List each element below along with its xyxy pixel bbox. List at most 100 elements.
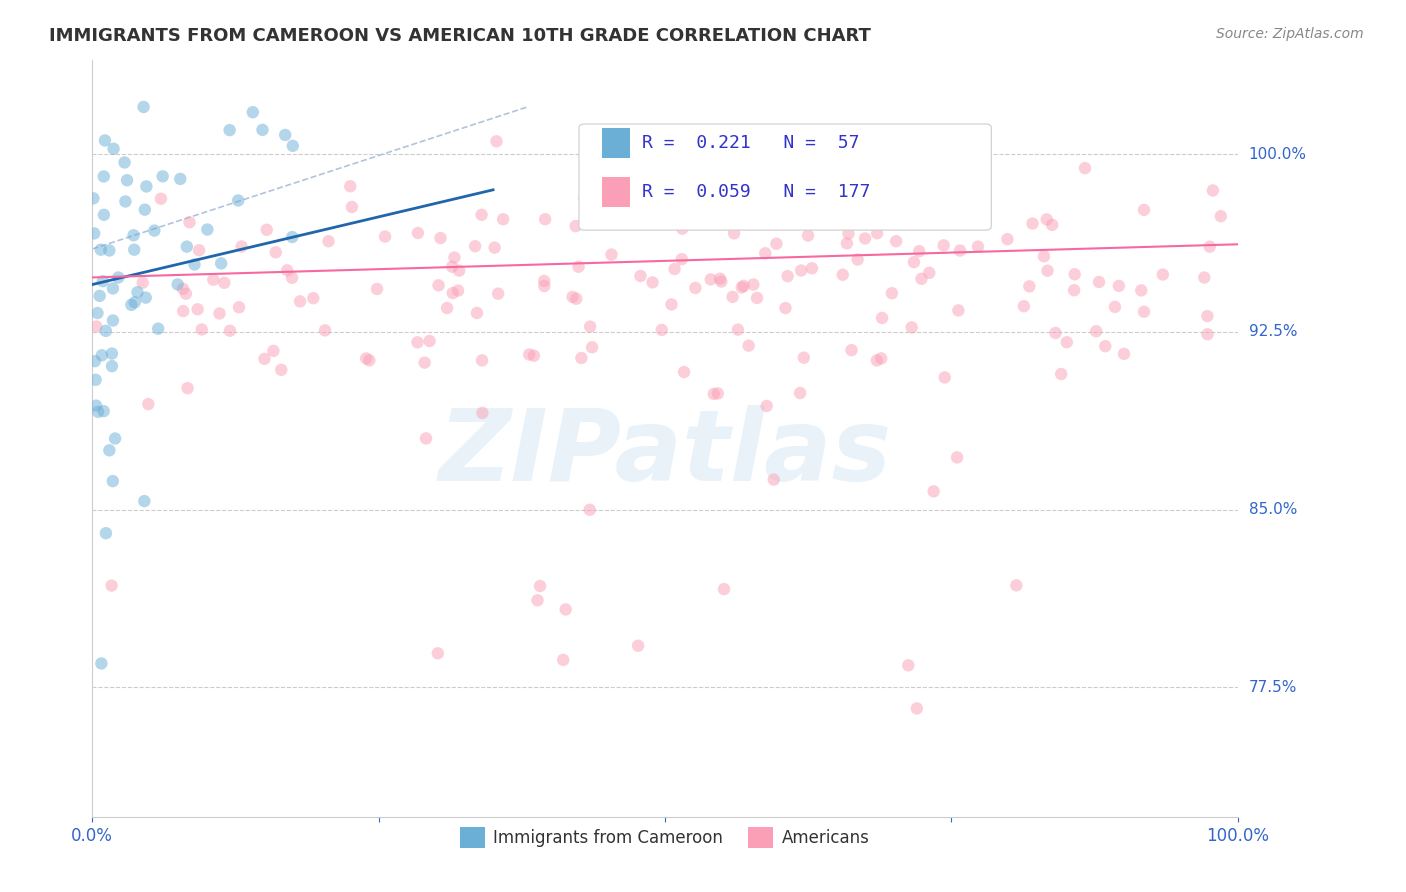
Point bbox=[661, 297, 683, 311]
Point bbox=[1040, 218, 1063, 232]
Point bbox=[471, 406, 494, 420]
Point bbox=[1198, 240, 1220, 254]
Point bbox=[866, 353, 889, 368]
Point bbox=[107, 270, 129, 285]
Point bbox=[1152, 268, 1174, 282]
Point bbox=[84, 399, 107, 413]
Point bbox=[579, 319, 602, 334]
Point bbox=[89, 289, 111, 303]
Point bbox=[172, 304, 194, 318]
Point bbox=[765, 236, 787, 251]
Point bbox=[754, 246, 776, 260]
Point bbox=[534, 212, 557, 227]
Point bbox=[90, 348, 112, 362]
Point bbox=[354, 351, 377, 366]
Point bbox=[934, 370, 956, 384]
Point bbox=[208, 306, 231, 320]
Point bbox=[523, 349, 546, 363]
Point bbox=[664, 262, 686, 277]
Point bbox=[1130, 284, 1153, 298]
Point bbox=[94, 133, 117, 147]
Point bbox=[800, 261, 823, 276]
Point bbox=[949, 244, 972, 258]
Point bbox=[835, 178, 858, 193]
Point bbox=[517, 347, 540, 361]
Text: 92.5%: 92.5% bbox=[1249, 325, 1298, 340]
Point bbox=[124, 295, 146, 310]
Point bbox=[1012, 299, 1035, 313]
Point bbox=[101, 281, 124, 295]
Point bbox=[252, 123, 274, 137]
Point bbox=[202, 273, 225, 287]
Point bbox=[465, 306, 488, 320]
Point bbox=[592, 216, 614, 230]
Point bbox=[651, 323, 673, 337]
Point bbox=[148, 321, 170, 335]
Point bbox=[1112, 347, 1135, 361]
Point bbox=[176, 381, 198, 395]
Point bbox=[231, 239, 253, 253]
Point bbox=[93, 169, 115, 184]
Point bbox=[179, 215, 201, 229]
Point bbox=[441, 286, 464, 301]
Point bbox=[176, 239, 198, 253]
Point bbox=[135, 291, 157, 305]
Point bbox=[673, 365, 696, 379]
Point bbox=[228, 300, 250, 314]
Text: 77.5%: 77.5% bbox=[1249, 680, 1296, 695]
Point bbox=[908, 244, 931, 259]
Point bbox=[447, 284, 470, 298]
Point bbox=[413, 356, 436, 370]
Point bbox=[745, 291, 768, 305]
Point bbox=[793, 351, 815, 365]
Point bbox=[574, 191, 596, 205]
Point bbox=[82, 191, 104, 205]
Point bbox=[90, 657, 112, 671]
Point bbox=[922, 484, 945, 499]
Point bbox=[901, 216, 924, 230]
Point bbox=[932, 238, 955, 252]
Bar bbox=[602, 128, 630, 158]
Point bbox=[114, 155, 136, 169]
Point bbox=[187, 302, 209, 317]
Point bbox=[835, 236, 858, 251]
Point bbox=[93, 404, 115, 418]
Point bbox=[340, 200, 363, 214]
Point bbox=[571, 351, 593, 365]
Point bbox=[671, 252, 693, 267]
Point bbox=[1056, 335, 1078, 350]
Point bbox=[700, 272, 723, 286]
Point bbox=[143, 224, 166, 238]
Point bbox=[1088, 275, 1111, 289]
Point bbox=[630, 268, 652, 283]
Point bbox=[776, 269, 799, 284]
Point bbox=[1045, 326, 1067, 340]
Point bbox=[98, 443, 121, 458]
Point bbox=[533, 274, 555, 288]
Point bbox=[134, 494, 156, 508]
Point bbox=[122, 228, 145, 243]
Text: IMMIGRANTS FROM CAMEROON VS AMERICAN 10TH GRADE CORRELATION CHART: IMMIGRANTS FROM CAMEROON VS AMERICAN 10T… bbox=[49, 27, 872, 45]
Point bbox=[83, 354, 105, 368]
Point bbox=[880, 286, 903, 301]
Point bbox=[1074, 161, 1097, 175]
Point bbox=[737, 338, 759, 352]
Point bbox=[127, 285, 149, 300]
Point bbox=[713, 582, 735, 596]
Point bbox=[100, 579, 122, 593]
Point bbox=[314, 323, 336, 337]
Point bbox=[707, 208, 730, 222]
Point bbox=[935, 170, 957, 185]
Point bbox=[837, 227, 859, 241]
Point bbox=[419, 334, 441, 348]
Point bbox=[406, 335, 429, 350]
Point bbox=[86, 319, 108, 334]
FancyBboxPatch shape bbox=[579, 124, 991, 230]
Point bbox=[264, 245, 287, 260]
Point bbox=[533, 279, 555, 293]
Point bbox=[134, 202, 156, 217]
Point bbox=[1021, 217, 1043, 231]
Point bbox=[471, 353, 494, 368]
Point bbox=[1104, 300, 1126, 314]
Point bbox=[685, 170, 707, 185]
